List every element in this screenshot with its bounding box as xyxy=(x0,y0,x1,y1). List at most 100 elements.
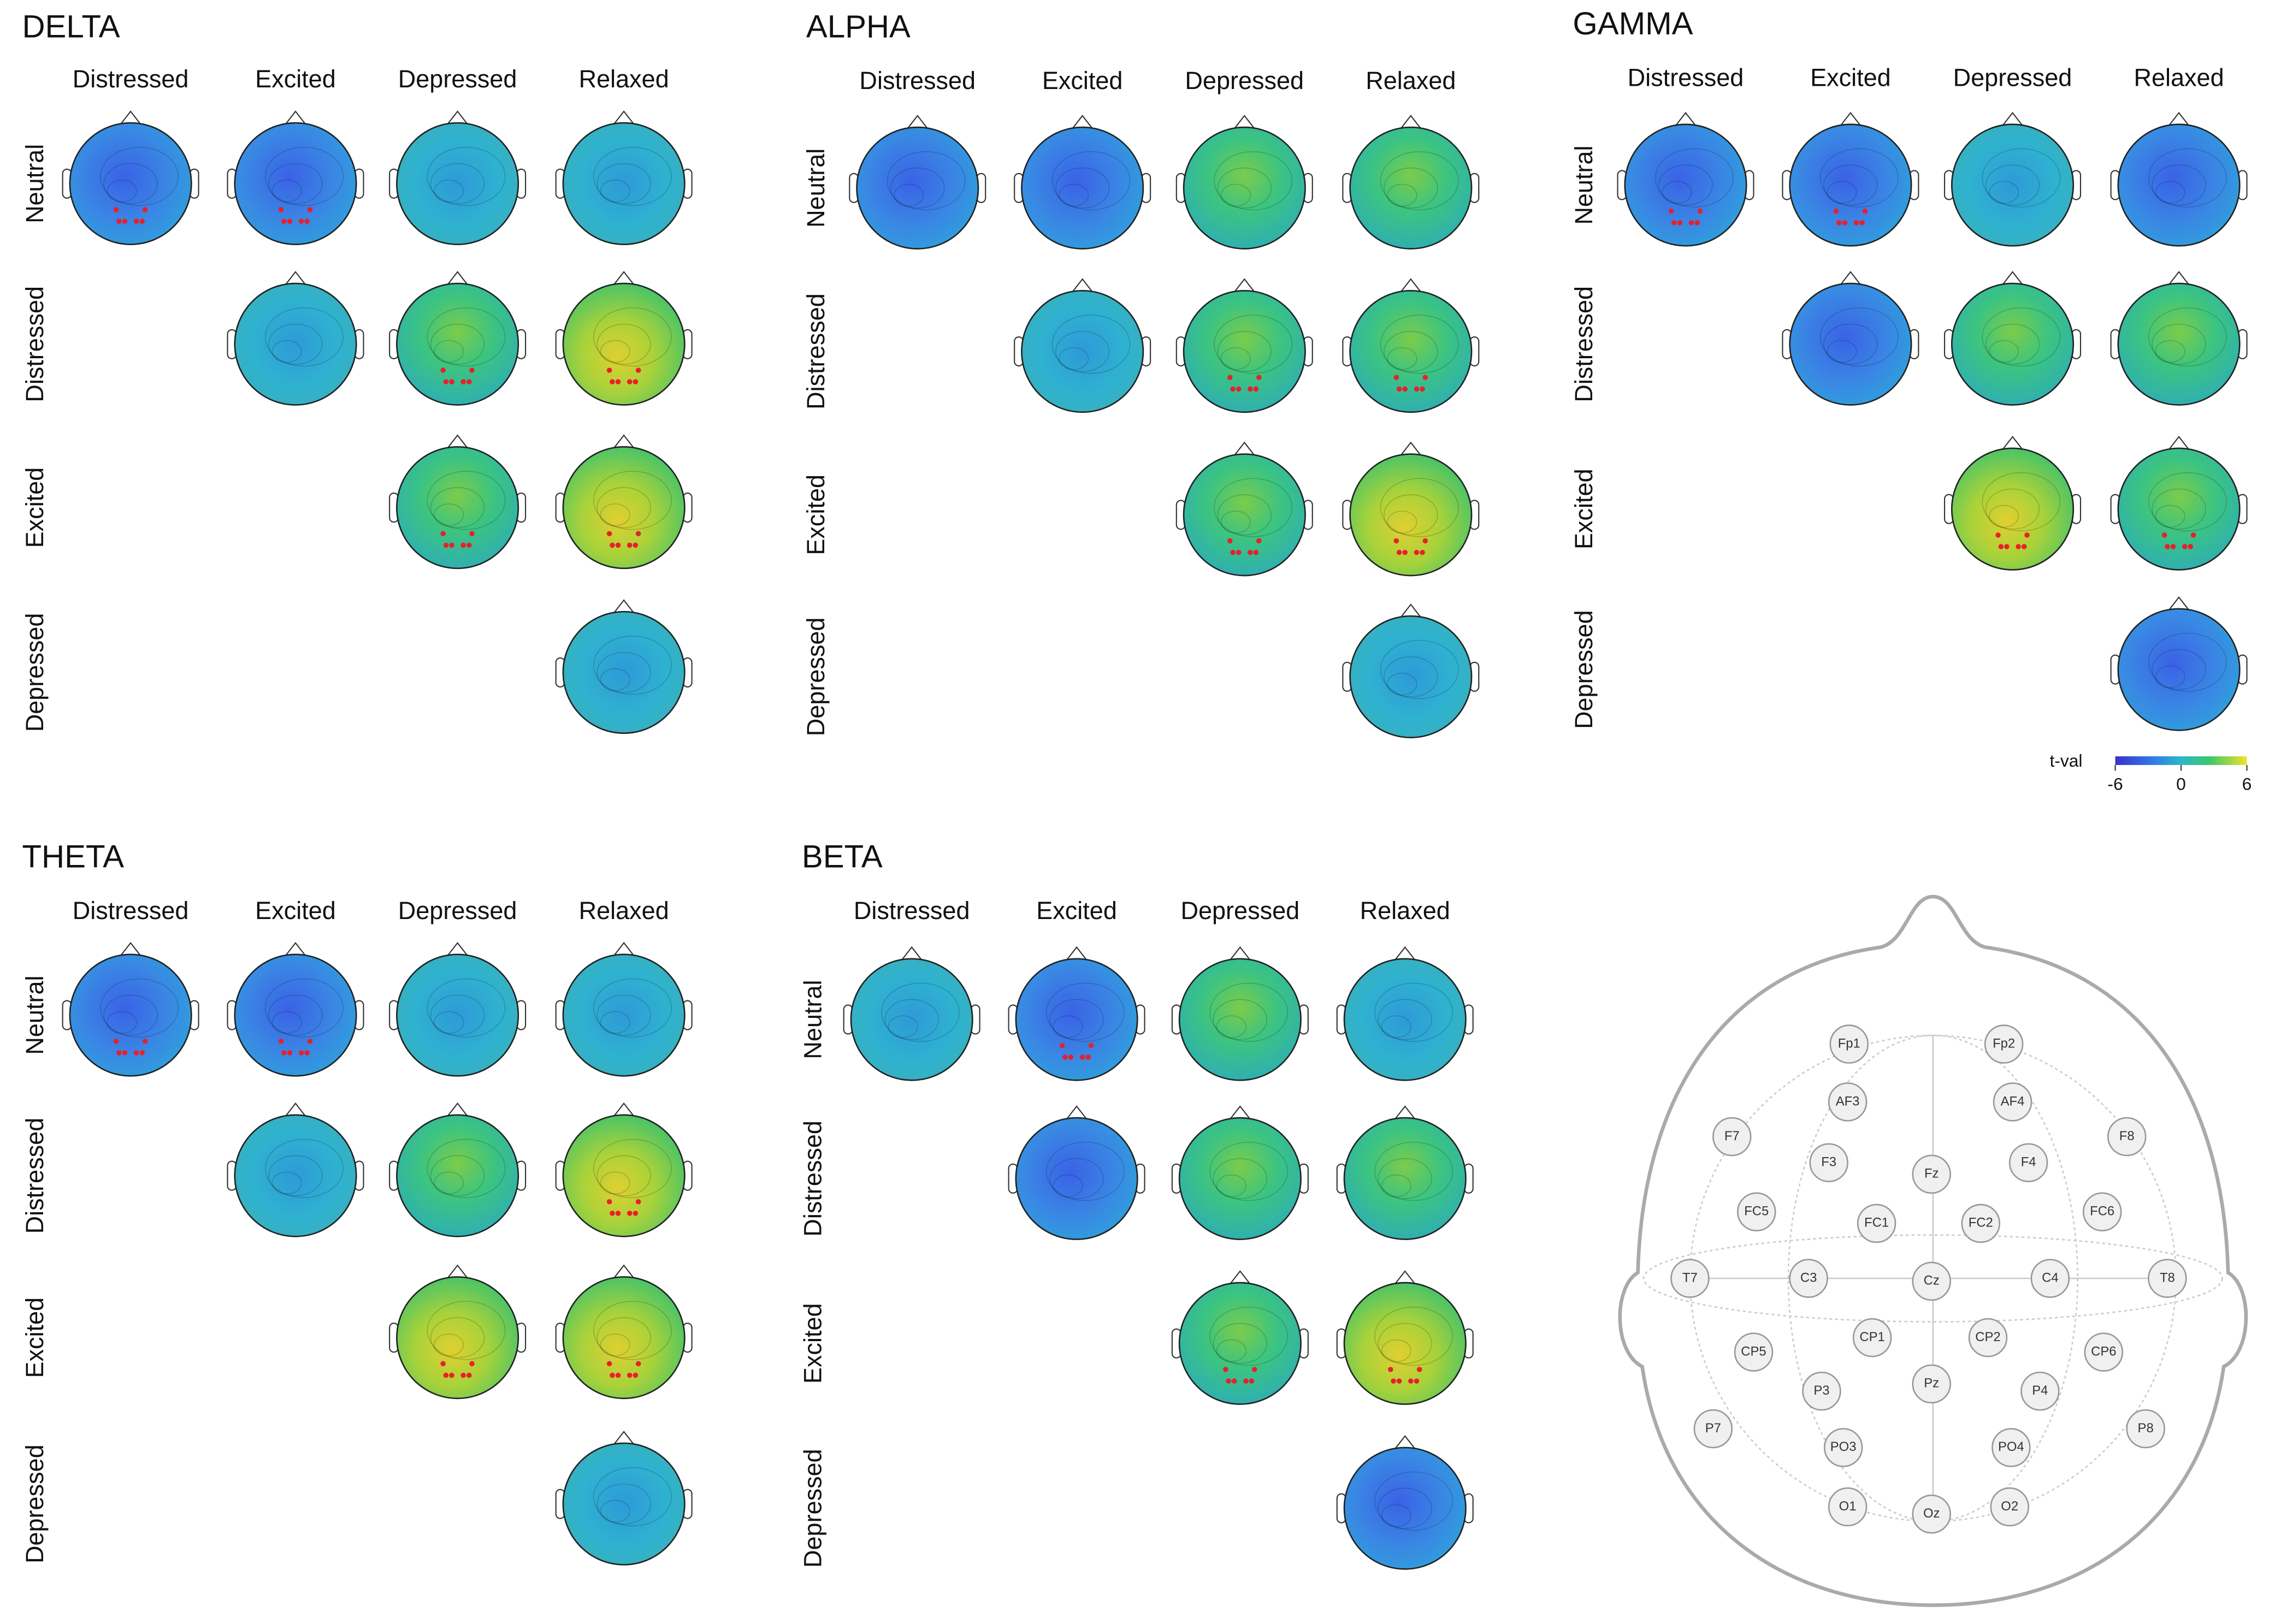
electrode-label: F4 xyxy=(2021,1155,2036,1170)
contour xyxy=(430,487,485,529)
electrode xyxy=(2020,1371,2060,1411)
contour xyxy=(1049,1158,1104,1199)
row-label: Neutral xyxy=(21,144,49,223)
significant-electrode xyxy=(1414,1378,1420,1384)
significant-electrode xyxy=(2170,544,2176,549)
scalp xyxy=(234,1114,357,1237)
significant-electrode xyxy=(1402,386,1408,392)
contour xyxy=(1378,1323,1432,1364)
topomap xyxy=(1782,271,1919,406)
topomap xyxy=(1175,441,1313,577)
electrode xyxy=(1968,1318,2008,1358)
significant-electrode xyxy=(1231,1378,1237,1384)
significant-electrode xyxy=(466,1372,472,1378)
significant-electrode xyxy=(133,1050,139,1056)
topomap xyxy=(1943,436,2082,571)
topomap xyxy=(1014,278,1151,413)
significant-electrode xyxy=(610,542,615,548)
contour xyxy=(1827,181,1857,204)
electrode xyxy=(1912,1154,1951,1194)
row-label: Neutral xyxy=(802,149,830,228)
contour xyxy=(1053,1174,1083,1198)
significant-electrode xyxy=(633,1372,639,1378)
significant-electrode xyxy=(281,218,287,224)
contour xyxy=(1989,181,2019,204)
nose xyxy=(1400,278,1422,293)
significant-electrode xyxy=(1671,220,1677,226)
significant-electrode xyxy=(1677,220,1683,226)
topomap xyxy=(555,1264,693,1400)
scalp xyxy=(562,1442,686,1566)
electrode xyxy=(1829,1024,1869,1064)
contour xyxy=(596,487,651,529)
contour xyxy=(600,1333,630,1356)
contour xyxy=(1216,1015,1246,1039)
scalp xyxy=(396,122,519,245)
contour xyxy=(1059,183,1089,207)
scalp xyxy=(1951,123,2075,247)
electrode-label: CP5 xyxy=(1741,1344,1766,1359)
topomap xyxy=(389,271,527,406)
colorbar-tick-label: -6 xyxy=(2107,774,2123,793)
significant-electrode xyxy=(610,379,615,384)
electrode-label: F8 xyxy=(2119,1129,2135,1143)
significant-electrode xyxy=(449,542,454,548)
topomap xyxy=(2110,436,2248,571)
contour xyxy=(1059,347,1089,370)
contour xyxy=(430,994,485,1036)
contour xyxy=(1374,982,1453,1042)
nose xyxy=(447,110,468,125)
contour xyxy=(2148,472,2227,532)
significant-electrode xyxy=(307,1038,313,1044)
electrode xyxy=(1912,1494,1951,1534)
contour xyxy=(1055,167,1110,209)
row-label: Depressed xyxy=(21,613,49,732)
contour xyxy=(2148,307,2227,367)
contour xyxy=(1374,1141,1453,1201)
significant-electrode xyxy=(1230,386,1236,392)
electrode xyxy=(1734,1332,1774,1372)
significant-electrode xyxy=(1668,208,1674,214)
contour xyxy=(264,1139,344,1198)
significant-electrode xyxy=(2024,532,2030,538)
column-header: Depressed xyxy=(398,897,517,924)
nose xyxy=(447,271,468,286)
significant-electrode xyxy=(1402,549,1408,555)
contour xyxy=(596,1155,651,1196)
contour xyxy=(1387,347,1417,370)
nose xyxy=(1400,603,1422,618)
row-label: Excited xyxy=(21,467,49,548)
contour xyxy=(1055,331,1110,372)
electrode xyxy=(1984,1024,2024,1064)
scalp xyxy=(1178,1117,1302,1240)
nose xyxy=(120,941,141,957)
significant-electrode xyxy=(469,368,475,373)
significant-electrode xyxy=(1085,1054,1091,1060)
contour xyxy=(1384,167,1438,209)
significant-electrode xyxy=(460,542,466,548)
contour xyxy=(894,183,924,207)
contour xyxy=(593,307,672,367)
contour xyxy=(427,471,506,530)
topomap xyxy=(1008,946,1145,1081)
row-label: Excited xyxy=(802,475,830,555)
row-label: Distressed xyxy=(799,1121,827,1237)
contour xyxy=(268,323,323,365)
contour xyxy=(107,1011,137,1034)
significant-electrode xyxy=(1226,1378,1231,1384)
scalp xyxy=(1343,958,1467,1081)
topomap xyxy=(555,110,693,245)
scalp xyxy=(856,126,979,250)
column-header: Relaxed xyxy=(1366,67,1456,94)
significant-electrode xyxy=(278,1038,284,1044)
nose xyxy=(1400,115,1422,129)
topomap xyxy=(843,946,980,1081)
panel-title: BETA xyxy=(802,839,883,874)
significant-electrode xyxy=(1059,1042,1065,1048)
contour xyxy=(1378,1158,1432,1199)
electrode xyxy=(1912,1261,1951,1301)
electrode-label: PO4 xyxy=(1998,1439,2024,1454)
contour xyxy=(1217,494,1272,536)
significant-electrode xyxy=(116,218,122,224)
topomap xyxy=(227,271,364,406)
